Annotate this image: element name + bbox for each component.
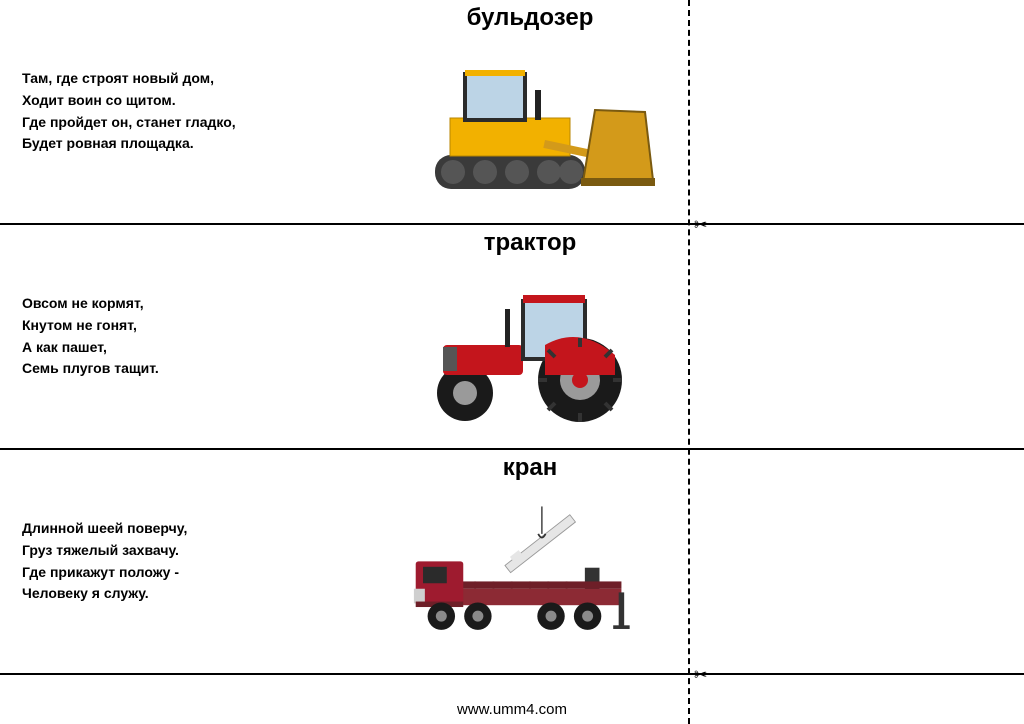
riddle-text: Овсом не кормят, Кнутом не гонят, А как … <box>0 293 360 380</box>
riddle-line: Там, где строят новый дом, <box>22 68 360 90</box>
riddle-line: Где прикажут положу - <box>22 562 360 584</box>
worksheet-page: Там, где строят новый дом, Ходит воин со… <box>0 0 1024 724</box>
crane-truck-illustration <box>395 490 665 650</box>
card-title: кран <box>503 454 558 482</box>
riddle-line: Овсом не кормят, <box>22 293 360 315</box>
card-row: Длинной шеей поверчу, Груз тяжелый захва… <box>0 450 1024 675</box>
riddle-line: Груз тяжелый захвачу. <box>22 540 360 562</box>
tractor-illustration <box>395 265 665 425</box>
bulldozer-illustration <box>395 40 665 200</box>
riddle-line: Ходит воин со щитом. <box>22 90 360 112</box>
card-center: бульдозер <box>360 0 700 223</box>
riddle-line: Человеку я служу. <box>22 583 360 605</box>
card-row: Овсом не кормят, Кнутом не гонят, А как … <box>0 225 1024 450</box>
riddle-text: Длинной шеей поверчу, Груз тяжелый захва… <box>0 518 360 605</box>
riddle-text: Там, где строят новый дом, Ходит воин со… <box>0 68 360 155</box>
card-title: бульдозер <box>467 4 594 32</box>
riddle-line: Длинной шеей поверчу, <box>22 518 360 540</box>
riddle-line: Где пройдет он, станет гладко, <box>22 112 360 134</box>
footer-url: www.umm4.com <box>0 701 1024 718</box>
riddle-line: Кнутом не гонят, <box>22 315 360 337</box>
riddle-line: Семь плугов тащит. <box>22 358 360 380</box>
card-row: Там, где строят новый дом, Ходит воин со… <box>0 0 1024 225</box>
card-center: кран <box>360 450 700 673</box>
card-title: трактор <box>484 229 577 257</box>
card-center: трактор <box>360 225 700 448</box>
riddle-line: А как пашет, <box>22 337 360 359</box>
riddle-line: Будет ровная площадка. <box>22 133 360 155</box>
